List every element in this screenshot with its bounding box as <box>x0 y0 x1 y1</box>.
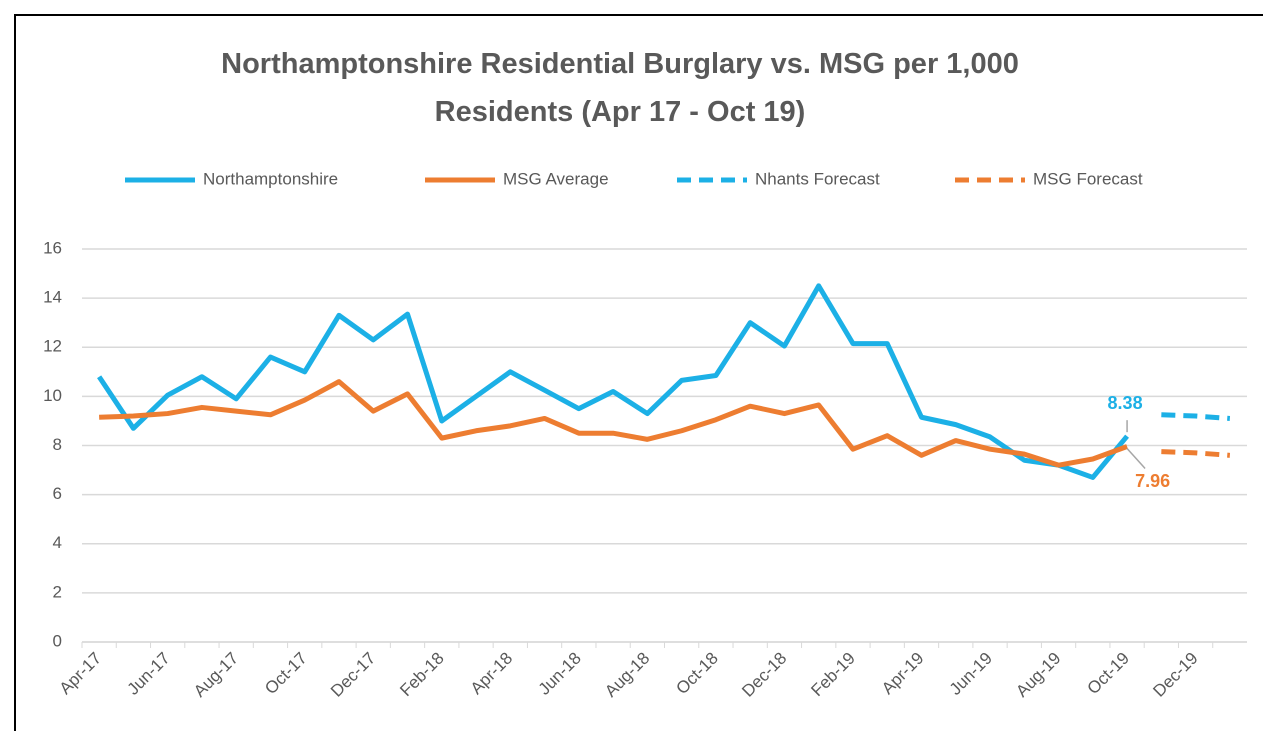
y-tick-label: 10 <box>43 386 62 405</box>
y-tick-label: 6 <box>53 484 62 503</box>
y-tick-label: 2 <box>53 582 62 601</box>
series-line <box>97 283 1129 480</box>
x-tick-label: Oct-17 <box>261 649 311 699</box>
legend-label: Northamptonshire <box>203 169 338 188</box>
chart-title: Northamptonshire Residential Burglary vs… <box>221 48 1019 128</box>
chart-frame <box>14 14 1263 731</box>
x-tick-label: Aug-18 <box>601 649 653 701</box>
x-tick-label: Aug-17 <box>190 649 242 701</box>
data-label: 7.96 <box>1135 471 1170 491</box>
x-tick-label: Apr-19 <box>878 649 928 699</box>
x-tick-label: Feb-19 <box>807 649 859 701</box>
x-tick-label: Dec-17 <box>327 649 379 701</box>
legend-label: MSG Average <box>503 169 609 188</box>
x-tick-label: Jun-18 <box>535 649 585 699</box>
x-tick-label: Feb-18 <box>396 649 448 701</box>
x-tick-label: Apr-17 <box>56 649 106 699</box>
x-tick-label: Oct-19 <box>1084 649 1134 699</box>
x-tick-label: Aug-19 <box>1012 649 1064 701</box>
series-line <box>1161 412 1231 421</box>
legend-label: Nhants Forecast <box>755 169 880 188</box>
x-tick-label: Apr-18 <box>467 649 517 699</box>
y-tick-label: 4 <box>53 533 62 552</box>
x-tick-label: Jun-17 <box>123 649 173 699</box>
x-tick-label: Dec-19 <box>1149 649 1201 701</box>
x-tick-label: Oct-18 <box>672 649 722 699</box>
y-tick-label: 16 <box>43 238 62 257</box>
x-tick-label: Dec-18 <box>738 649 790 701</box>
legend-label: MSG Forecast <box>1033 169 1143 188</box>
data-label: 8.38 <box>1108 393 1143 413</box>
series-line <box>1161 449 1231 458</box>
y-tick-label: 12 <box>43 337 62 356</box>
y-tick-label: 8 <box>53 435 62 454</box>
x-tick-label: Jun-19 <box>946 649 996 699</box>
series-line <box>99 379 1128 468</box>
y-tick-label: 14 <box>43 288 62 307</box>
y-tick-label: 0 <box>53 631 62 650</box>
data-label-leader <box>1126 447 1146 469</box>
